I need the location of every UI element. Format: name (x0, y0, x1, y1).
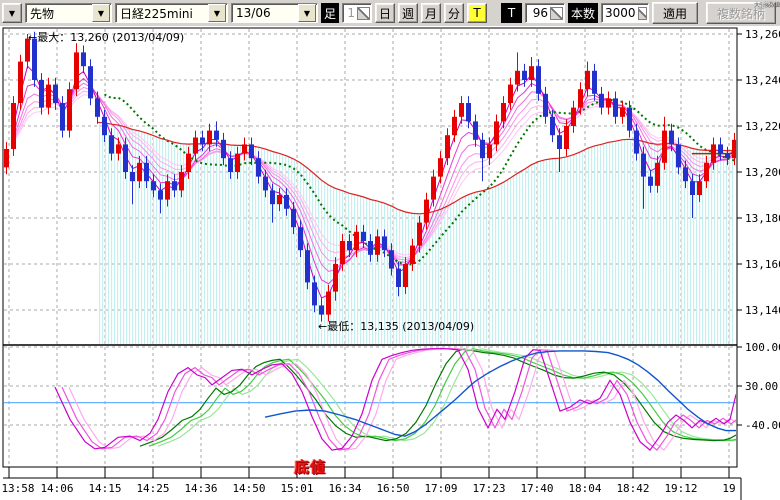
multi-symbol-button[interactable]: 複数銘柄 (706, 2, 776, 24)
svg-text:19:12: 19:12 (664, 482, 697, 495)
interval-value: 1 (347, 6, 356, 20)
apply-button[interactable]: 適用 (652, 2, 699, 24)
ashi-label: 足 (321, 3, 340, 23)
max-price-annotation: ←最大：13,260 (2013/04/09) (28, 31, 185, 44)
corner-text: 大引後数値条件付 (754, 2, 780, 9)
spinner-icon[interactable] (637, 6, 648, 20)
svg-text:16:34: 16:34 (328, 482, 361, 495)
period-month-button[interactable]: 月 (421, 3, 442, 23)
category-value: 先物 (30, 6, 55, 21)
svg-text:19: 19 (722, 482, 735, 495)
svg-text:13,260: 13,260 (745, 28, 780, 41)
svg-text:17:40: 17:40 (520, 482, 553, 495)
bottom-price-annotation: 底値 (294, 458, 327, 476)
period-day-button[interactable]: 日 (375, 3, 396, 23)
bar-count-label: 本数 (568, 3, 599, 23)
svg-text:13,140: 13,140 (745, 304, 780, 317)
chevron-down-icon: ▼ (8, 8, 16, 18)
contract-select[interactable]: 13/06 ▼ (231, 3, 318, 23)
svg-text:15:01: 15:01 (280, 482, 313, 495)
svg-text:13,200: 13,200 (745, 166, 780, 179)
tick-size-label: T (501, 3, 523, 23)
svg-text:13,240: 13,240 (745, 74, 780, 87)
svg-text:14:36: 14:36 (184, 482, 217, 495)
svg-text:-40.00: -40.00 (745, 419, 780, 432)
spinner-icon[interactable] (550, 6, 564, 20)
period-tick-button[interactable]: T (467, 3, 488, 23)
min-price-annotation: ←最低：13,135 (2013/04/09) (318, 320, 475, 333)
svg-text:16:50: 16:50 (376, 482, 409, 495)
period-minute-button[interactable]: 分 (444, 3, 465, 23)
chevron-down-icon[interactable]: ▼ (92, 4, 110, 22)
svg-text:14:25: 14:25 (136, 482, 169, 495)
symbol-value: 日経225mini (120, 6, 193, 21)
contract-value: 13/06 (236, 6, 271, 20)
bar-count-stepper[interactable]: 3000 (601, 3, 650, 23)
interval-stepper[interactable]: 1 (342, 3, 373, 23)
chevron-down-icon[interactable]: ▼ (298, 4, 316, 22)
bar-count-value: 3000 (605, 6, 636, 20)
svg-text:13:58: 13:58 (1, 482, 34, 495)
tick-count-stepper[interactable]: 96 (525, 3, 566, 23)
svg-text:13,220: 13,220 (745, 120, 780, 133)
svg-text:18:42: 18:42 (616, 482, 649, 495)
symbol-select[interactable]: 日経225mini ▼ (115, 3, 228, 23)
svg-text:18:04: 18:04 (568, 482, 601, 495)
svg-text:17:23: 17:23 (472, 482, 505, 495)
tick-count-value: 96 (532, 6, 549, 20)
svg-text:14:06: 14:06 (40, 482, 73, 495)
svg-text:13,160: 13,160 (745, 258, 780, 271)
chevron-down-icon[interactable]: ▼ (208, 4, 226, 22)
svg-text:14:15: 14:15 (88, 482, 121, 495)
nav-dropdown-button[interactable]: ▼ (2, 3, 22, 23)
period-week-button[interactable]: 週 (398, 3, 419, 23)
spinner-icon[interactable] (357, 6, 371, 20)
svg-text:100.00: 100.00 (745, 341, 780, 354)
svg-text:14:50: 14:50 (232, 482, 265, 495)
svg-text:30.00: 30.00 (745, 380, 778, 393)
category-select[interactable]: 先物 ▼ (25, 3, 112, 23)
toolbar: ▼ 先物 ▼ 日経225mini ▼ 13/06 ▼ 足 1 日 週 月 分 T… (0, 0, 780, 26)
svg-text:17:09: 17:09 (424, 482, 457, 495)
svg-text:13,180: 13,180 (745, 212, 780, 225)
